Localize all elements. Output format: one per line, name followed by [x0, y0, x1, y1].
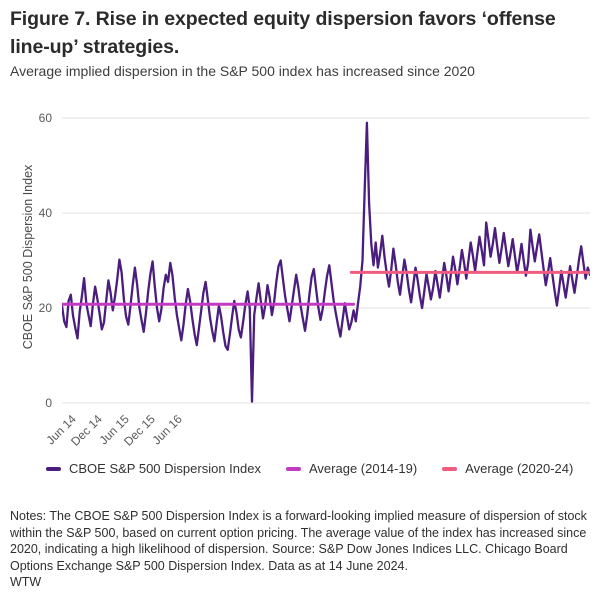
legend-label: Average (2014-19) — [308, 461, 418, 476]
chart-footer: Notes: The CBOE S&P 500 Dispersion Index… — [10, 508, 594, 591]
y-axis-title: CBOE S&P 500 Dispersion Index — [21, 164, 35, 350]
plot-area — [62, 117, 590, 404]
legend-swatch-icon — [46, 466, 61, 471]
legend-item-1: Average (2014-19) — [285, 461, 418, 476]
notes-text: Notes: The CBOE S&P 500 Dispersion Index… — [10, 509, 587, 573]
legend-item-0: CBOE S&P 500 Dispersion Index — [46, 461, 261, 476]
brand-wtw: WTW — [10, 575, 42, 589]
x-tick-jun-16: Jun 16 — [149, 412, 185, 448]
legend-swatch-icon — [442, 466, 458, 471]
legend-label: Average (2020-24) — [465, 461, 574, 476]
y-tick-20: 20 — [38, 301, 52, 315]
legend-swatch-icon — [285, 466, 301, 471]
figure-title: Figure 7. Rise in expected equity disper… — [10, 8, 556, 58]
y-tick-40: 40 — [38, 206, 52, 220]
dispersion-index-line — [62, 121, 590, 403]
legend-label: CBOE S&P 500 Dispersion Index — [69, 461, 261, 476]
dispersion-chart: CBOE S&P 500 Dispersion Index 0 20 40 60 Ju… — [0, 111, 600, 460]
figure-subtitle: Average implied dispersion in the S&P 50… — [10, 63, 475, 79]
legend-item-2: Average (2020-24) — [442, 461, 573, 476]
chart-legend: CBOE S&P 500 Dispersion Index Average (20… — [46, 461, 594, 476]
y-tick-60: 60 — [38, 111, 52, 125]
y-tick-0: 0 — [45, 396, 52, 410]
